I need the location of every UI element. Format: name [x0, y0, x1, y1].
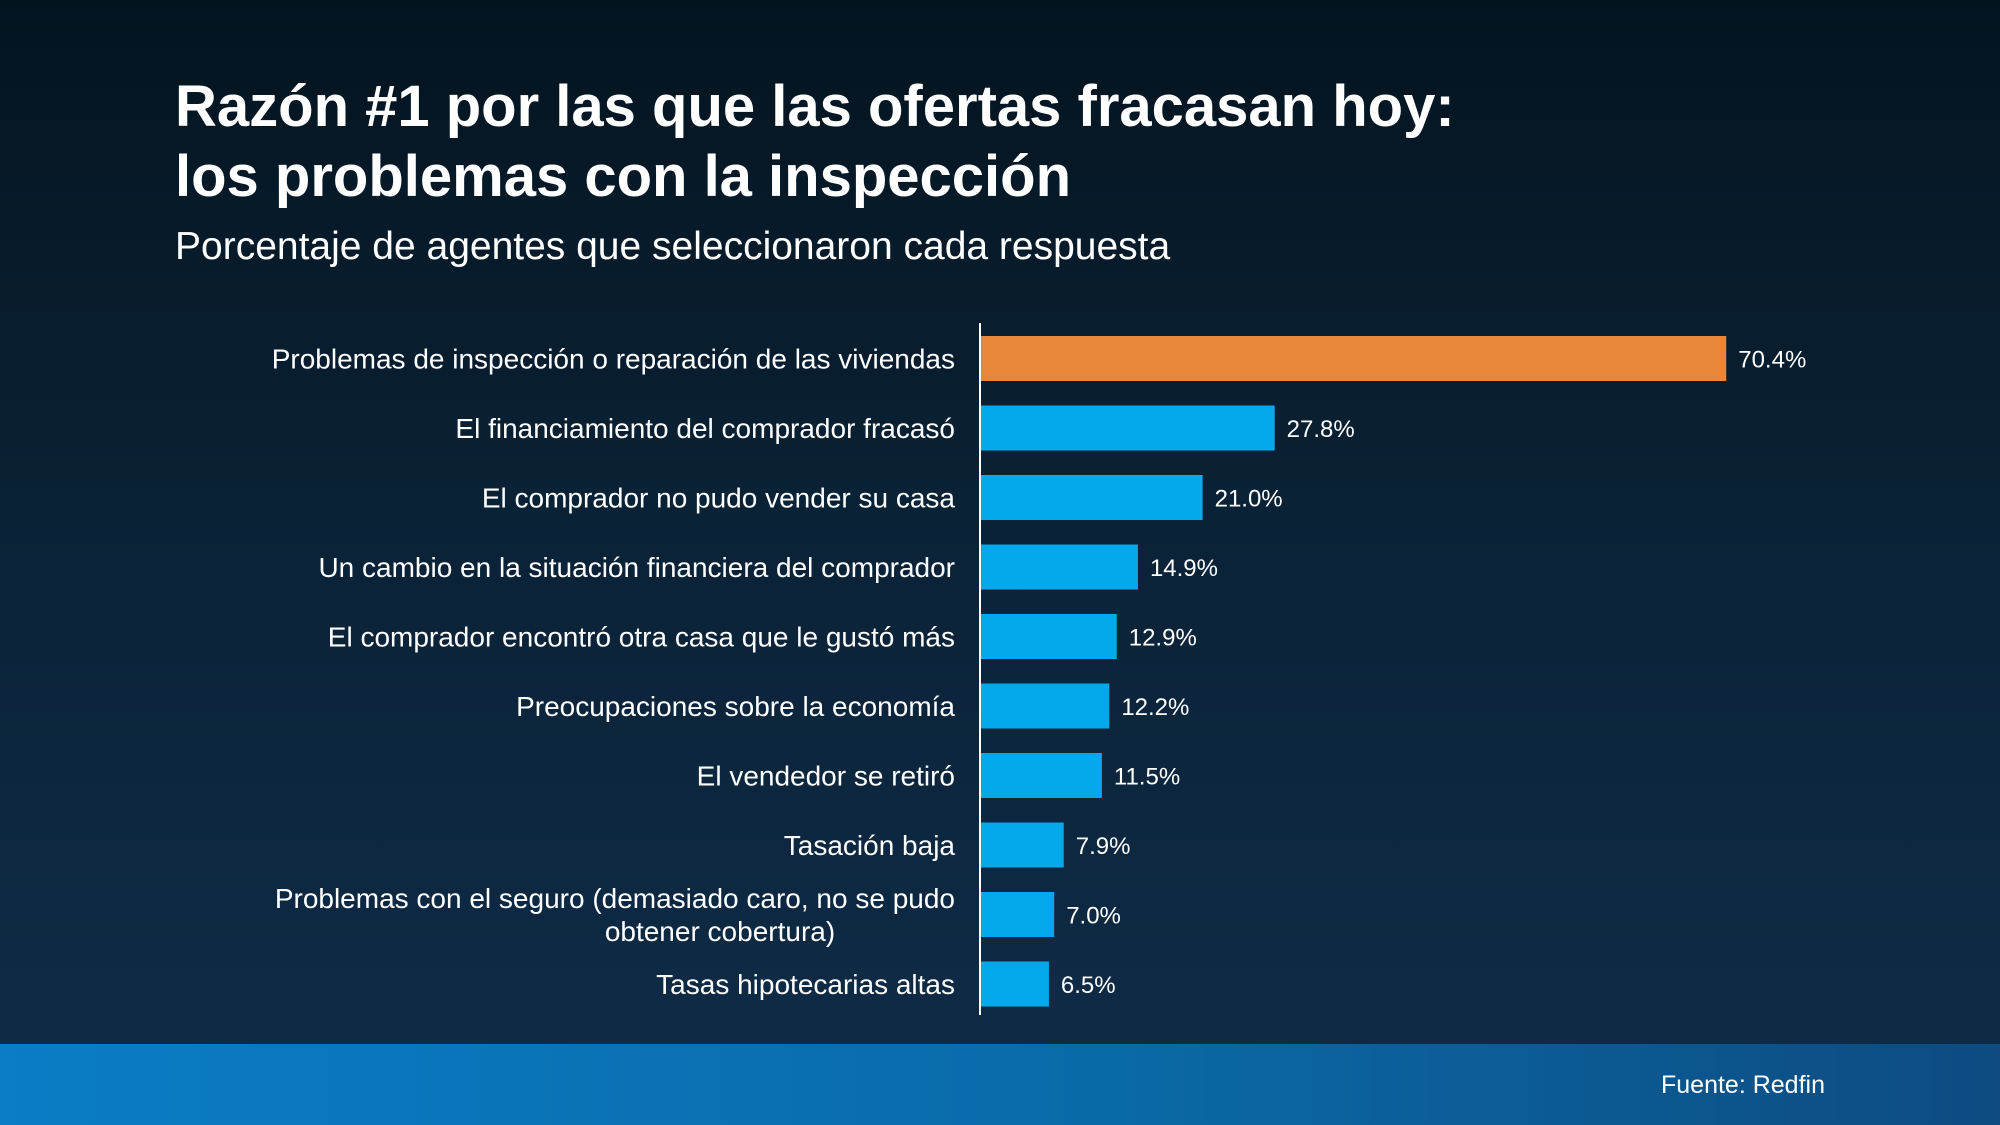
bar-10	[980, 961, 1049, 1007]
value-label-6: 12.2%	[1121, 694, 1189, 721]
chart-subtitle: Porcentaje de agentes que seleccionaron …	[175, 225, 1171, 268]
value-label-10: 6.5%	[1061, 972, 1116, 999]
category-label-9: Problemas con el seguro (demasiado caro,…	[275, 883, 955, 947]
value-label-1: 70.4%	[1738, 347, 1806, 374]
footer-band: Fuente: Redfin	[0, 1044, 2000, 1125]
bar-9	[980, 892, 1055, 937]
value-label-5: 12.9%	[1129, 625, 1197, 652]
value-label-2: 27.8%	[1287, 416, 1355, 443]
value-label-8: 7.9%	[1076, 833, 1131, 860]
bar-3	[980, 475, 1203, 520]
value-label-7: 11.5%	[1114, 764, 1180, 791]
category-label-9-line-2: obtener cobertura)	[605, 916, 835, 947]
bar-5	[980, 614, 1117, 659]
category-label-2: El financiamiento del comprador fracasó	[455, 413, 955, 444]
value-label-3: 21.0%	[1215, 486, 1283, 513]
category-label-9-line-1: Problemas con el seguro (demasiado caro,…	[275, 883, 955, 914]
chart-title-line-2: los problemas con la inspección	[175, 144, 1072, 209]
bar-1	[980, 336, 1727, 381]
chart-title-line-1: Razón #1 por las que las ofertas fracasa…	[175, 74, 1455, 139]
bar-8	[980, 822, 1064, 868]
category-label-8: Tasación baja	[784, 830, 956, 861]
category-label-10: Tasas hipotecarias altas	[656, 969, 955, 1000]
bar-4	[980, 544, 1138, 590]
category-label-1: Problemas de inspección o reparación de …	[272, 344, 955, 375]
source-label: Fuente: Redfin	[1661, 1071, 1825, 1099]
bar-6	[980, 683, 1110, 729]
category-label-5: El comprador encontró otra casa que le g…	[328, 622, 955, 653]
bar-chart: 70.4% Problemas de inspección o reparació…	[272, 336, 1806, 1007]
value-label-9: 7.0%	[1066, 903, 1121, 930]
category-label-6: Preocupaciones sobre la economía	[516, 691, 955, 722]
category-label-7: El vendedor se retiró	[697, 761, 955, 792]
category-label-3: El comprador no pudo vender su casa	[482, 483, 956, 514]
bar-2	[980, 405, 1275, 451]
chart-title: Razón #1 por las que las ofertas fracasa…	[175, 72, 1455, 212]
bar-7	[980, 753, 1102, 798]
category-label-4: Un cambio en la situación financiera del…	[318, 552, 955, 583]
value-label-4: 14.9%	[1150, 555, 1218, 582]
